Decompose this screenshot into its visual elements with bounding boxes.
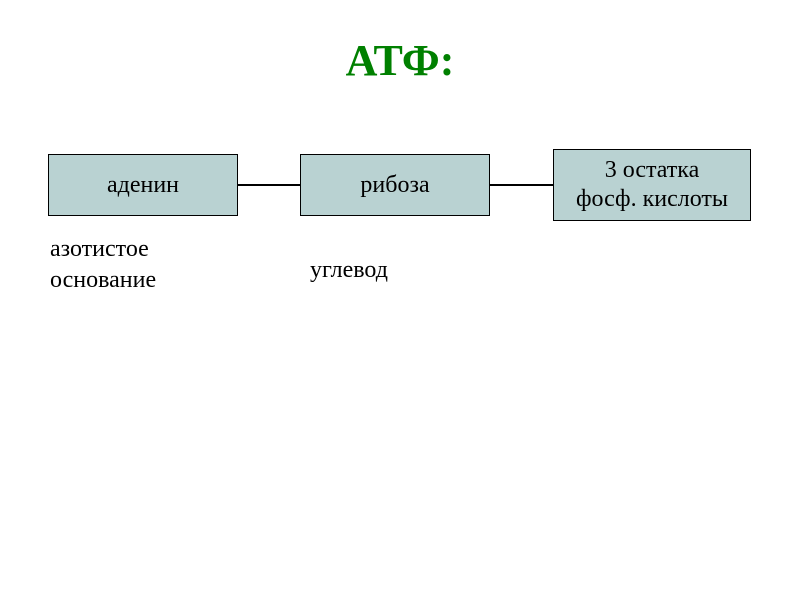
connector-2 <box>490 184 553 186</box>
sublabel-carbohydrate: углевод <box>310 255 388 286</box>
box-adenin: аденин <box>48 154 238 216</box>
box-phosphate: 3 остатка фосф. кислоты <box>553 149 751 221</box>
box-riboza: рибоза <box>300 154 490 216</box>
diagram-title: АТФ: <box>0 35 800 86</box>
sublabel-nitrogen-base: азотистое основание <box>50 234 156 296</box>
connector-1 <box>238 184 300 186</box>
